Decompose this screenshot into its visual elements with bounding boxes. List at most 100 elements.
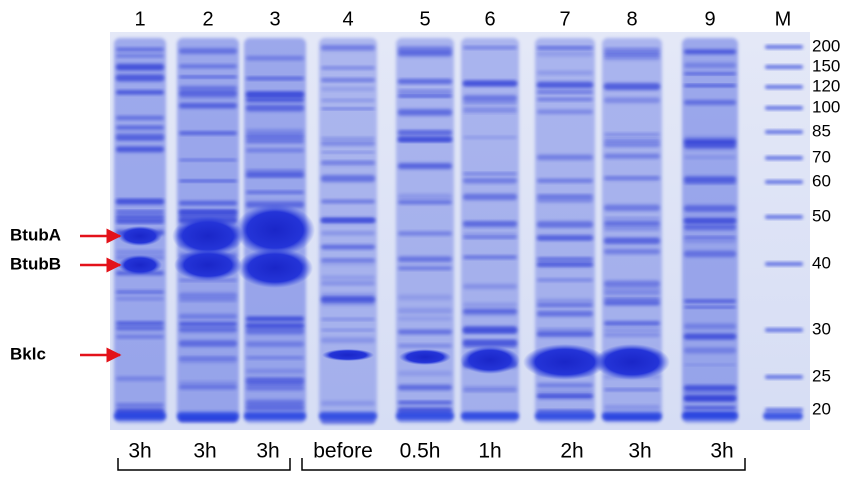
gel-band [321,161,375,167]
protein-label: Bklc [10,344,46,363]
gel-band [321,300,375,307]
marker-band [765,180,803,184]
gel-band [604,153,660,159]
lane-smear [535,38,595,423]
time-label: 1h [478,440,501,463]
gel-band [116,376,164,381]
gel-band [537,97,593,102]
gel-band [179,102,237,109]
gel-band [684,136,736,143]
gel-band [398,266,452,271]
gel-band [398,329,452,335]
gel-band [321,337,375,343]
gel-band [604,176,660,180]
gel-band [604,138,660,142]
gel-band [321,137,375,140]
gel-band [604,141,660,148]
gel-band [463,80,517,87]
gel-band [604,405,660,410]
gel-band [684,236,736,239]
gel-band [179,292,237,299]
gel-band [179,200,237,206]
gel-band [604,132,660,137]
gel-band [398,193,452,200]
gel-band [246,368,304,374]
gel-band [179,384,237,390]
gel-band [684,71,736,75]
gel-band [684,306,736,309]
protein-blob [235,204,315,256]
gel-band [116,63,164,71]
gel-band [537,310,593,317]
gel-band [321,199,375,204]
gel-band [179,322,237,326]
lane-smear [319,38,377,423]
marker-label: 40 [812,253,831,272]
protein-blob [172,216,244,256]
lane-label: 5 [419,8,430,30]
gel-band [684,100,736,105]
dye-front [177,412,239,420]
gel-band [246,104,304,112]
gel-band [604,217,660,221]
time-label: 3h [710,440,733,463]
dye-front [244,412,306,420]
marker-label: 60 [812,171,831,190]
time-label: 3h [128,440,151,463]
marker-label: 70 [812,147,831,166]
gel-band [463,309,517,317]
gel-band [604,321,660,326]
gel-band [246,399,304,406]
gel-band [116,296,164,301]
lane-label: 7 [559,8,570,30]
gel-band [463,100,517,105]
gel-band [604,332,660,338]
gel-band [321,328,375,332]
gel-band [179,340,237,347]
gel-band [463,172,517,176]
gel-band [463,339,517,344]
gel-band [116,90,164,95]
time-label: 0.5h [400,440,441,463]
gel-band [463,283,517,290]
dye-front [535,412,595,420]
protein-blob [322,349,374,361]
gel-band [537,91,593,94]
gel-band [179,96,237,100]
protein-blob [523,344,607,380]
gel-band [684,363,736,366]
gel-band [321,140,375,146]
gel-band [463,221,517,227]
gel-band [398,384,452,391]
gel-band [604,280,660,287]
protein-blob [174,249,242,281]
dye-front [319,412,377,420]
gel-band [116,220,164,224]
lane-label: 4 [342,8,353,30]
gel-band [246,341,304,347]
gel-band [116,216,164,223]
gel-band [604,83,660,90]
gel-band [321,275,375,281]
gel-band [604,237,660,245]
gel-band [537,304,593,307]
gel-band [537,50,593,57]
time-label: before [313,440,373,463]
time-label: 3h [256,440,279,463]
marker-label: 200 [812,36,840,55]
marker-band [765,215,803,219]
time-label: 3h [628,440,651,463]
gel-band [398,46,452,54]
gel-lanes [114,38,803,425]
gel-band [398,200,452,205]
gel-band [116,321,164,325]
gel-band [684,389,736,397]
gel-band [684,181,736,185]
gel-band [321,400,375,406]
gel-band [463,326,517,334]
gel-band [246,148,304,153]
gel-band [398,93,452,98]
gel-band [398,231,452,236]
gel-band [246,327,304,335]
